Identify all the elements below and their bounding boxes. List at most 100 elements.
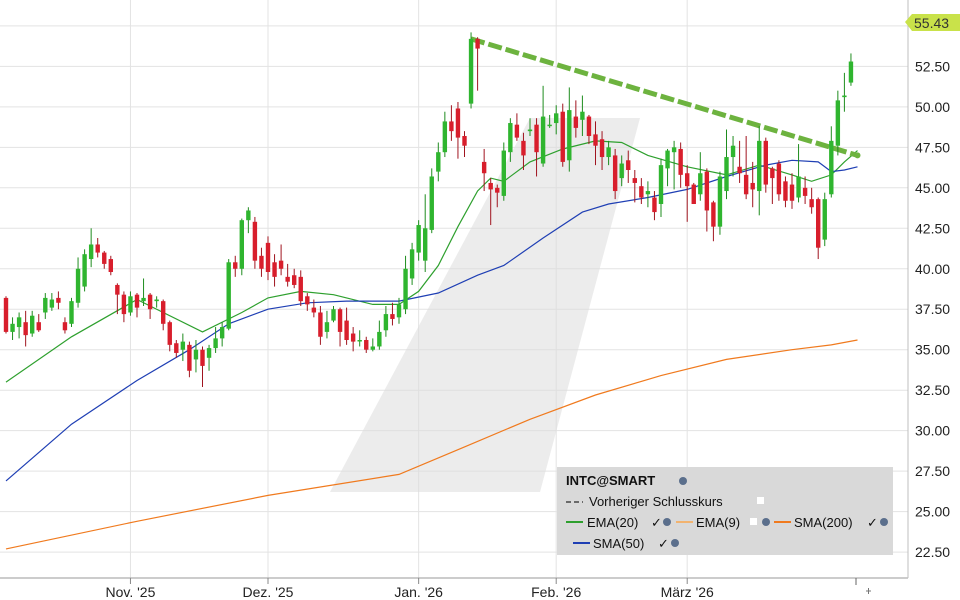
globe-icon[interactable] [663,518,671,526]
candle [580,95,585,136]
candle [717,171,723,235]
candle [698,152,703,201]
candle [265,236,271,281]
candle [75,257,81,308]
y-tick-label: 45.00 [915,180,950,196]
candle [147,293,153,319]
candle [88,228,94,268]
candle [554,105,559,135]
legend-background [557,467,893,555]
y-axis-ticks: 22.50 25.00 27.50 30.00 32.50 35.00 37.50 40.00… [915,18,950,560]
candle [495,184,500,208]
y-tick-label: 42.50 [915,220,950,236]
candle [62,317,68,334]
candle [272,254,277,287]
candle [730,136,736,177]
y-tick-label: 52.50 [915,58,950,74]
candle [508,118,513,162]
checkbox-icon[interactable] [750,518,757,525]
legend-item-ema9: EMA(9) [696,515,740,530]
candle [835,90,841,156]
candle [357,330,362,347]
candle [377,320,382,350]
candle [842,72,847,112]
candle [259,247,264,277]
candle [429,168,434,234]
candle [481,148,487,192]
series-line-sma-200- [5,339,858,550]
candle [527,118,533,136]
check-icon[interactable]: ✓ [651,515,662,530]
candle [626,150,631,183]
globe-icon[interactable] [880,518,888,526]
candle [691,182,696,204]
candle [180,333,186,362]
candle [711,200,716,242]
candle [311,299,317,318]
candle [390,302,395,326]
globe-icon[interactable] [762,518,770,526]
globe-icon[interactable] [679,477,687,485]
candle [724,129,729,200]
candle [324,310,330,339]
candle [573,100,579,138]
candle [501,142,506,201]
candle [10,317,15,340]
candle [442,111,448,158]
candle [540,85,546,167]
candle [665,148,670,187]
candle [612,148,618,200]
candle [16,312,22,339]
candle [770,166,775,204]
candle [278,244,284,276]
candle [43,293,48,319]
candle [423,194,428,272]
candle [56,291,61,310]
candle [514,113,520,141]
globe-icon[interactable] [671,539,679,547]
check-icon[interactable]: ✓ [867,515,878,530]
candle [704,168,710,232]
candle [685,165,690,222]
y-tick-label: 30.00 [915,423,950,439]
candle [416,220,421,261]
candle [652,191,657,221]
y-tick-label: 50.00 [915,99,950,115]
candle [403,255,408,315]
candle [206,344,212,371]
candle [298,270,303,306]
y-tick-label: 27.50 [915,463,950,479]
candle [337,307,343,347]
candle [246,207,251,234]
candle [364,336,369,353]
candle [305,293,310,311]
x-tick-label: Feb. '26 [531,584,581,600]
candle [599,131,605,170]
candle [750,161,755,208]
y-tick-label: 25.00 [915,504,950,520]
legend-item-sma50: SMA(50) [593,536,644,551]
candle [593,121,598,166]
last-price-label: 55.43 [914,15,949,31]
candle [488,178,493,226]
scroll-marker[interactable] [866,588,871,594]
candle [213,327,218,353]
candle [200,346,205,387]
candle [776,160,782,201]
candle [534,118,539,177]
candle [737,140,742,183]
candle [95,238,100,258]
candle [69,297,74,328]
candle [468,32,474,109]
candle [134,293,140,318]
checkbox-icon[interactable] [757,497,764,504]
candle [370,338,375,352]
candle [239,218,244,276]
check-icon[interactable]: ✓ [658,536,669,551]
candle [409,242,415,285]
y-tick-label: 35.00 [915,342,950,358]
candle [383,306,389,337]
candle [816,197,821,260]
candle [789,173,795,209]
